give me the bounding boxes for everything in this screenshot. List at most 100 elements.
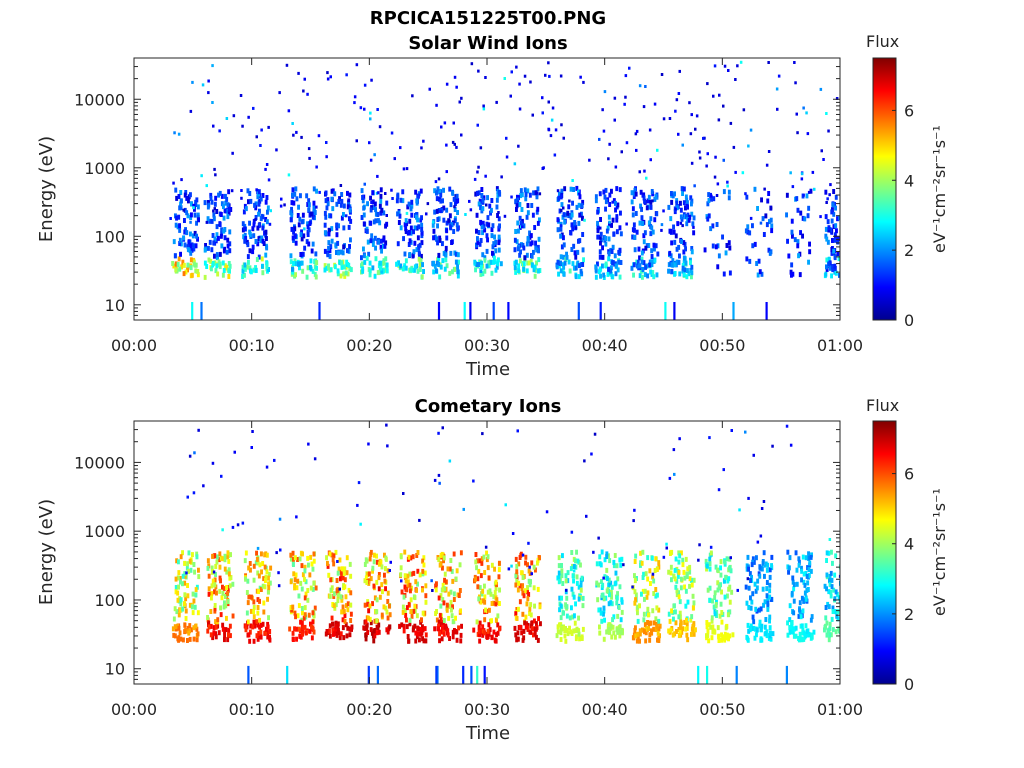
flux-cell <box>799 230 802 236</box>
flux-cell <box>301 551 304 557</box>
flux-cell <box>529 579 532 585</box>
flux-cell <box>423 610 427 616</box>
flux-cell <box>246 619 250 625</box>
flux-cell <box>679 626 683 632</box>
flux-cell <box>615 600 619 606</box>
flux-cell <box>264 630 268 636</box>
flux-cell <box>834 270 838 276</box>
flux-cell <box>208 218 212 224</box>
flux-cell <box>200 302 203 320</box>
flux-cell <box>411 253 415 259</box>
flux-cell <box>673 472 676 476</box>
flux-cell <box>729 556 732 560</box>
flux-cell <box>374 256 378 262</box>
flux-cell <box>442 618 446 623</box>
flux-cell <box>482 104 485 108</box>
flux-cell <box>452 121 455 125</box>
flux-cell <box>326 71 329 75</box>
flux-cell <box>528 629 532 635</box>
flux-cell <box>679 585 683 591</box>
flux-cell <box>728 565 731 571</box>
flux-cell <box>595 561 599 567</box>
flux-cell <box>227 567 231 573</box>
flux-cell <box>481 632 485 638</box>
flux-cell <box>205 220 209 224</box>
flux-cell <box>192 636 196 642</box>
flux-cell <box>213 606 217 612</box>
flux-cell <box>723 64 727 68</box>
flux-cell <box>553 153 557 157</box>
flux-cell <box>438 631 441 637</box>
flux-cell <box>267 615 270 621</box>
flux-cell <box>379 210 383 216</box>
flux-cell <box>390 131 394 135</box>
flux-cell <box>811 170 815 174</box>
flux-cell <box>227 261 231 266</box>
flux-cell <box>299 619 302 625</box>
flux-cell <box>710 615 714 621</box>
flux-cell <box>479 238 483 243</box>
flux-cell <box>425 212 428 216</box>
colorbar-tick-label: 4 <box>904 535 914 554</box>
flux-cell <box>363 259 367 265</box>
flux-cell <box>266 630 269 636</box>
flux-cell <box>711 598 714 604</box>
flux-cell <box>413 264 417 270</box>
flux-cell <box>764 630 768 636</box>
flux-cell <box>803 590 807 596</box>
flux-cell <box>810 634 814 640</box>
flux-cell <box>528 192 532 198</box>
flux-cell <box>335 225 339 231</box>
flux-cell <box>418 637 421 643</box>
flux-cell <box>716 587 720 593</box>
flux-cell <box>256 241 260 247</box>
flux-cell <box>529 241 533 247</box>
flux-cell <box>346 204 350 210</box>
flux-cell <box>719 572 723 578</box>
flux-cell <box>837 595 840 601</box>
flux-cell <box>521 574 525 580</box>
flux-cell <box>215 232 219 238</box>
flux-cell <box>717 253 721 259</box>
flux-cell <box>479 268 483 273</box>
flux-cell <box>795 196 799 202</box>
flux-cell <box>750 562 754 568</box>
flux-cell <box>692 215 696 221</box>
flux-cell <box>649 204 653 210</box>
flux-cell <box>420 227 424 232</box>
flux-cell <box>722 104 725 108</box>
flux-cell <box>705 624 709 630</box>
flux-cell <box>336 570 340 576</box>
flux-cell <box>174 589 178 595</box>
flux-cell <box>827 256 831 262</box>
flux-cell <box>481 252 485 258</box>
flux-cell <box>490 562 494 568</box>
flux-cell <box>373 153 376 157</box>
flux-cell <box>612 559 616 565</box>
flux-cell <box>650 254 654 259</box>
flux-cell <box>378 594 382 600</box>
flux-cell <box>635 129 639 133</box>
flux-cell <box>325 265 329 271</box>
flux-cell <box>571 226 575 232</box>
flux-cell <box>847 565 850 570</box>
flux-cell <box>758 573 762 579</box>
flux-cell <box>559 74 563 78</box>
flux-cell <box>224 627 228 633</box>
flux-cell <box>685 214 688 219</box>
flux-cell <box>390 188 393 192</box>
flux-cell <box>412 229 415 235</box>
flux-cell <box>788 603 792 609</box>
flux-cell <box>296 578 300 584</box>
flux-cell <box>514 229 518 234</box>
flux-cell <box>797 613 801 619</box>
flux-cell <box>538 604 542 610</box>
flux-cell <box>183 229 187 235</box>
flux-cell <box>248 191 252 196</box>
flux-cell <box>614 271 618 277</box>
flux-cell <box>402 492 405 495</box>
flux-cell <box>190 212 193 218</box>
flux-cell <box>275 148 278 152</box>
flux-cell <box>303 595 307 601</box>
flux-cell <box>226 632 230 638</box>
